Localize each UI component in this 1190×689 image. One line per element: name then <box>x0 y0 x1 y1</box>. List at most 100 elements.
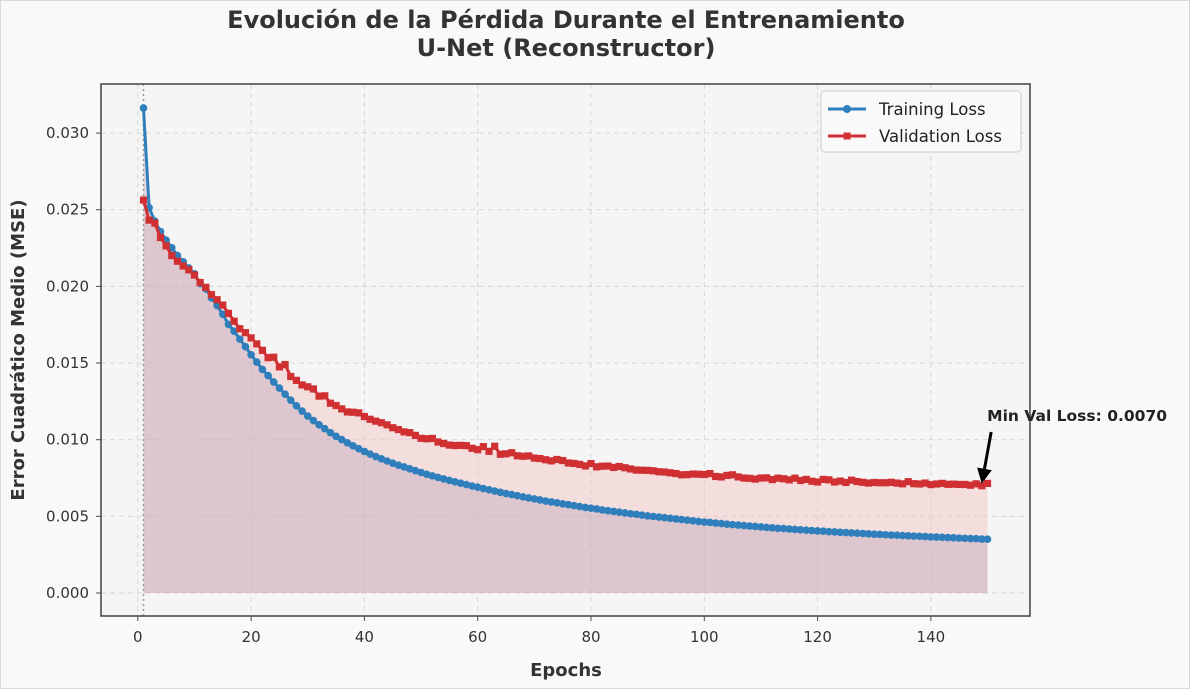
training-point <box>224 320 233 329</box>
training-point <box>507 490 516 499</box>
validation-point <box>474 446 482 454</box>
training-point <box>360 447 369 456</box>
training-point <box>320 424 329 433</box>
x-tick-label: 40 <box>355 628 374 646</box>
training-point <box>762 523 771 532</box>
validation-point <box>949 480 958 488</box>
training-point <box>898 531 907 540</box>
training-point <box>983 535 992 543</box>
validation-point <box>706 469 714 478</box>
training-point <box>502 489 510 498</box>
validation-point <box>241 329 250 337</box>
validation-point <box>842 478 850 487</box>
training-point <box>847 529 856 537</box>
training-point <box>870 530 879 538</box>
training-point <box>609 507 618 516</box>
validation-point <box>553 455 561 464</box>
x-tick-label: 100 <box>690 628 719 646</box>
legend-label-training: Training Loss <box>878 100 986 119</box>
validation-point <box>887 478 895 486</box>
training-point <box>660 513 669 522</box>
training-point <box>281 390 289 398</box>
training-point <box>887 531 896 539</box>
annotation-text: Min Val Loss: 0.0070 <box>987 407 1167 425</box>
validation-point <box>377 419 385 427</box>
x-tick-label: 140 <box>917 628 946 646</box>
training-point <box>598 506 607 514</box>
training-point <box>235 335 244 343</box>
validation-point <box>632 466 640 474</box>
validation-point <box>519 452 527 460</box>
validation-point <box>207 291 216 299</box>
validation-point <box>881 479 890 487</box>
axis-ticks: 0 20 40 60 80 100 120 140 0.000 0.005 0.010 0.015 0.… <box>46 124 945 646</box>
training-point <box>740 521 748 530</box>
x-tick-label: 60 <box>468 628 487 646</box>
validation-point <box>236 325 244 333</box>
x-tick-label: 0 <box>133 628 143 646</box>
training-point <box>876 530 884 539</box>
validation-point <box>672 469 680 478</box>
validation-series <box>139 196 992 490</box>
training-point <box>683 516 692 524</box>
validation-point <box>729 471 737 479</box>
validation-point <box>932 480 941 488</box>
validation-point <box>173 257 182 265</box>
training-point <box>819 527 828 536</box>
training-point <box>513 491 522 500</box>
training-point <box>530 495 539 503</box>
validation-point <box>779 475 788 483</box>
validation-area-fill <box>143 200 988 594</box>
training-point <box>366 450 374 458</box>
validation-point <box>666 469 674 477</box>
training-point <box>298 407 306 415</box>
validation-point <box>275 363 284 371</box>
training-area-fill <box>143 108 988 594</box>
training-point <box>796 526 805 534</box>
validation-point <box>281 360 289 369</box>
validation-point <box>921 479 929 487</box>
training-point <box>655 513 663 521</box>
validation-point <box>859 478 867 486</box>
validation-point <box>898 480 907 488</box>
training-point <box>677 515 686 524</box>
validation-point <box>904 478 912 486</box>
validation-point <box>847 476 856 484</box>
validation-point <box>355 409 363 417</box>
validation-point <box>570 459 578 468</box>
validation-point <box>870 478 878 487</box>
training-point <box>717 519 726 528</box>
validation-point <box>332 401 340 410</box>
validation-point <box>338 405 346 413</box>
training-point <box>326 428 335 437</box>
validation-point <box>270 353 278 361</box>
training-point <box>808 526 816 535</box>
y-tick-label: 0.030 <box>46 124 89 142</box>
training-point <box>853 529 862 538</box>
training-point <box>490 487 499 495</box>
validation-point <box>627 465 635 473</box>
validation-point <box>423 435 431 443</box>
training-point <box>541 497 550 505</box>
validation-point <box>734 473 742 481</box>
validation-point <box>457 441 465 449</box>
validation-point <box>156 233 165 242</box>
training-point <box>230 327 238 335</box>
training-point <box>666 514 675 523</box>
x-axis-label: Epochs <box>530 660 602 681</box>
training-point <box>485 486 493 494</box>
training-point <box>275 384 284 392</box>
validation-point <box>559 456 567 465</box>
training-point <box>768 524 777 532</box>
validation-point <box>915 480 924 488</box>
validation-point <box>768 475 776 484</box>
area-fills <box>143 108 988 594</box>
training-point <box>615 508 624 517</box>
training-point <box>303 412 312 420</box>
training-point <box>496 488 505 497</box>
training-point <box>910 532 918 540</box>
validation-point <box>162 242 170 250</box>
validation-point <box>179 262 187 270</box>
y-axis-label: Error Cuadrático Medio (MSE) <box>8 199 29 500</box>
